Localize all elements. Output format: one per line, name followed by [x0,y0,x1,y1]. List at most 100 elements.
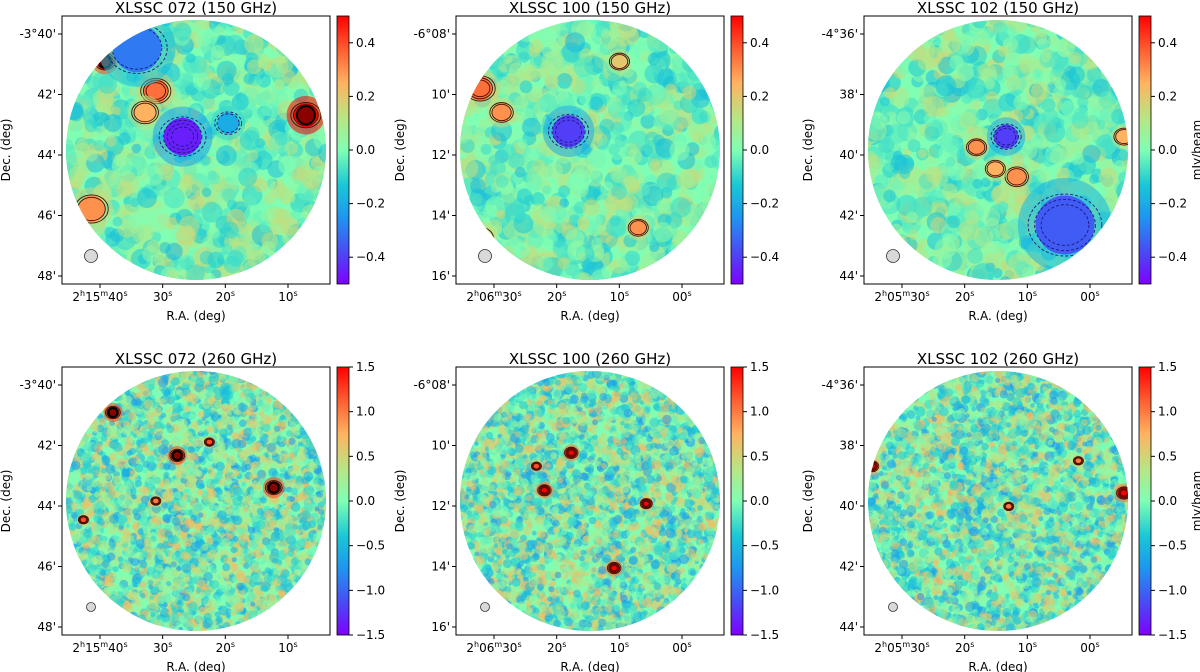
contour-line [171,126,195,147]
x-tick-label: 2h05m30s [874,289,929,304]
noise-blob [243,194,257,208]
noise-blob [273,78,285,90]
noise-blob [649,161,661,173]
noise-blob [231,93,249,111]
beam-ellipse [478,249,492,263]
contour-line [993,125,1019,148]
sz-decrement [163,117,202,156]
noise-blob [207,251,225,269]
noise-blob [518,51,530,63]
panel-title: XLSSC 100 (150 GHz) [509,0,671,17]
contour-line [293,104,319,127]
x-axis-label: R.A. (deg) [166,309,225,323]
noise-blob [203,272,216,280]
noise-blob [897,93,910,106]
noise-blob [529,39,543,54]
point-source [78,195,105,223]
noise-blob [998,93,1018,113]
noise-blob [1054,78,1067,91]
noise-blob [976,199,989,212]
point-source [1007,167,1027,187]
noise-blob [1030,132,1047,148]
noise-blob [519,80,533,94]
x-tick-label: 10s [278,289,297,304]
noise-blob [705,183,716,194]
noise-blob [934,237,957,259]
colorbar-tick-label: −0.4 [1158,250,1187,264]
y-axis-label: Dec. (deg) [0,119,13,182]
noise-blob [682,85,697,100]
noise-blob [183,163,197,177]
noise-blob [85,149,98,162]
noise-blob [997,46,1009,57]
noise-blob [1040,51,1052,63]
noise-blob [99,169,119,188]
noise-blob [149,207,169,227]
noise-blob [610,131,622,142]
noise-blob [247,59,262,74]
sz-decrement [1035,195,1095,255]
noise-blob [649,241,660,252]
noise-blob [526,147,541,162]
noise-blob [313,130,326,151]
noise-blob [93,140,105,152]
noise-blob [947,202,961,216]
noise-blob [530,192,545,207]
noise-blob [699,134,716,152]
point-source [134,101,156,124]
noise-blob [892,150,903,161]
noise-blob [942,183,958,199]
noise-blob [923,95,945,118]
y-tick-label: 42' [37,88,56,102]
y-tick-label: 44' [839,269,858,283]
noise-blob [261,88,278,104]
noise-blob [202,236,214,248]
noise-blob [675,169,695,189]
noise-blob [227,250,244,267]
noise-blob [259,220,272,233]
noise-blob [908,229,919,240]
noise-blob [127,212,146,230]
noise-blob [1061,100,1077,116]
noise-blob [908,124,922,138]
noise-blob [607,73,621,87]
noise-blob [874,174,889,189]
noise-blob [1013,94,1030,111]
colorbar [1138,15,1152,285]
noise-blob [535,99,548,113]
noise-blob [982,98,1004,119]
noise-blob [980,177,991,188]
contour-line [984,159,1006,178]
point-source [611,53,628,70]
noise-blob [142,165,164,187]
noise-blob [959,111,976,129]
noise-blob [104,114,122,132]
noise-blob [238,167,258,187]
noise-blob [591,77,603,90]
noise-blob [513,242,530,259]
contour-line [131,100,159,125]
noise-blob [600,85,611,97]
panel-title: XLSSC 072 (260 GHz) [115,350,277,368]
noise-blob [925,167,942,183]
noise-blob [215,145,237,167]
noise-blob [558,185,571,198]
colorbar-tick-label: 0.2 [356,89,375,103]
noise-blob [880,96,890,107]
noise-blob [981,67,993,80]
noise-blob [985,217,999,231]
noise-blob [192,72,211,91]
noise-blob [691,130,704,143]
noise-blob [648,250,658,260]
noise-blob [627,98,646,117]
noise-blob [542,185,552,195]
x-tick-label: 00s [672,289,691,304]
noise-blob [508,62,524,78]
noise-blob [892,180,902,190]
contour-line [158,116,207,157]
noise-blob [585,213,603,231]
noise-blob [460,157,479,179]
contour-line [966,138,988,157]
noise-blob [599,31,618,50]
noise-blob [201,201,223,223]
